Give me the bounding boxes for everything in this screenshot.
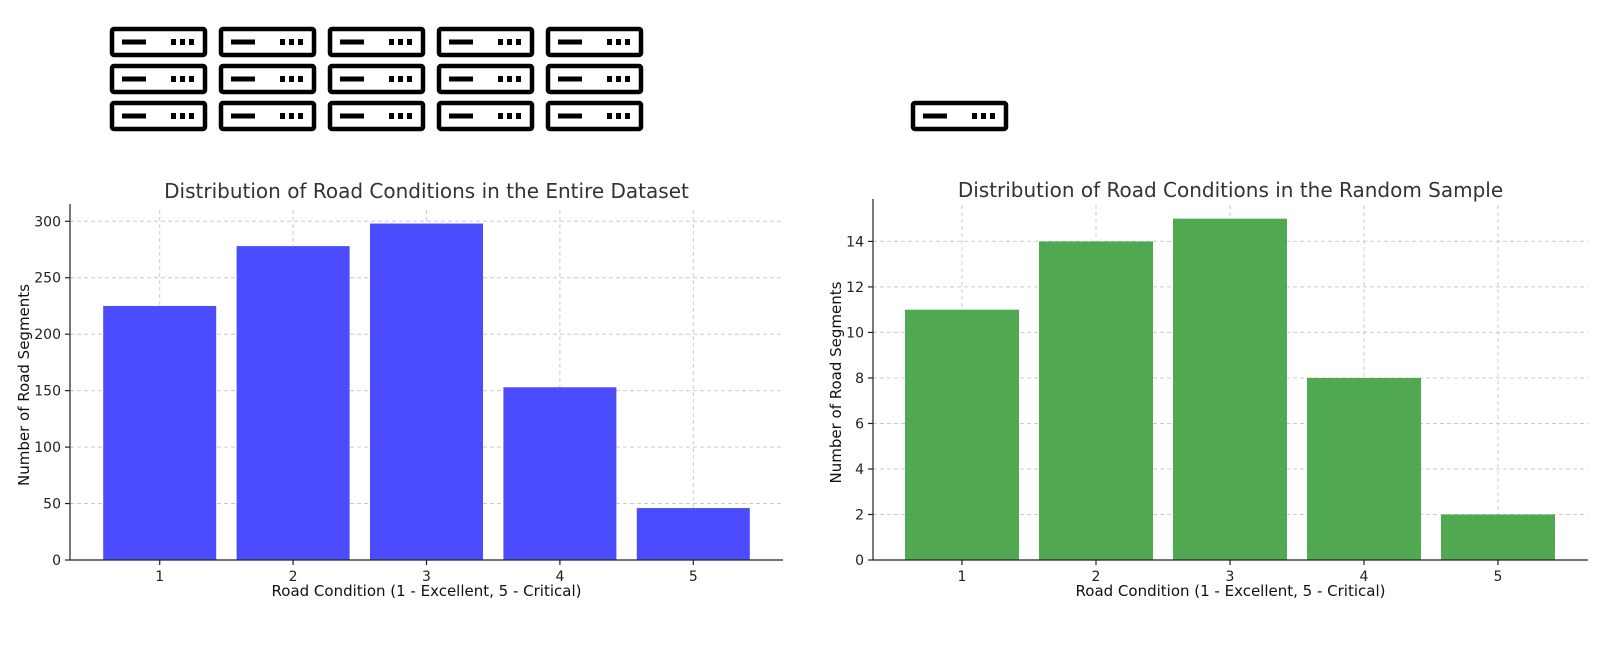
x-tick-label: 5 <box>1494 569 1503 585</box>
x-tick-label: 3 <box>422 569 431 585</box>
x-tick-label: 1 <box>155 569 164 585</box>
bar-3 <box>370 223 483 560</box>
y-tick-label: 4 <box>855 462 864 478</box>
y-tick-label: 300 <box>34 214 61 230</box>
y-tick-label: 14 <box>846 234 864 250</box>
x-tick-label: 3 <box>1226 569 1235 585</box>
server-icon <box>218 26 317 58</box>
server-icon-group-1 <box>109 26 644 132</box>
y-axis-label: Number of Road Segments <box>15 284 33 486</box>
x-tick-label: 2 <box>1092 569 1101 585</box>
server-icon <box>545 100 644 132</box>
y-tick-label: 100 <box>34 440 61 456</box>
y-tick-label: 2 <box>855 507 864 523</box>
y-tick-label: 8 <box>855 371 864 387</box>
y-tick-label: 12 <box>846 280 864 296</box>
y-axis-label: Number of Road Segments <box>827 281 845 483</box>
x-tick-label: 4 <box>1360 569 1369 585</box>
bar-1 <box>905 309 1019 560</box>
y-tick-label: 150 <box>34 384 61 400</box>
server-icon-group-2 <box>910 100 1009 132</box>
bar-4 <box>1307 377 1421 560</box>
chart-title: Distribution of Road Conditions in the R… <box>958 178 1503 202</box>
x-axis-label: Road Condition (1 - Excellent, 5 - Criti… <box>1076 582 1386 600</box>
bar-2 <box>1039 241 1153 560</box>
server-icon <box>109 100 208 132</box>
y-tick-label: 50 <box>43 497 61 513</box>
server-icon <box>327 26 426 58</box>
y-tick-label: 6 <box>855 416 864 432</box>
x-tick-label: 1 <box>958 569 967 585</box>
y-tick-label: 0 <box>52 553 61 569</box>
server-icon <box>109 63 208 95</box>
server-icon <box>436 63 535 95</box>
server-icon <box>545 63 644 95</box>
bars <box>905 218 1555 560</box>
server-icon <box>327 63 426 95</box>
bar-2 <box>236 246 350 560</box>
x-axis-label: Road Condition (1 - Excellent, 5 - Criti… <box>272 582 582 600</box>
bar-5 <box>1441 514 1555 560</box>
server-icon <box>327 100 426 132</box>
server-icon <box>910 100 1009 132</box>
chart-title: Distribution of Road Conditions in the E… <box>164 179 689 203</box>
server-icon <box>109 26 208 58</box>
ticks: 0 50 100 150 200 250 300 1 2 3 4 5 <box>34 214 697 585</box>
server-icon <box>218 63 317 95</box>
y-tick-label: 250 <box>34 271 61 287</box>
y-tick-label: 200 <box>34 327 61 343</box>
x-tick-label: 4 <box>555 569 564 585</box>
x-tick-label: 5 <box>689 569 698 585</box>
server-icon <box>218 100 317 132</box>
bar-1 <box>103 305 217 560</box>
server-icon <box>436 100 535 132</box>
y-tick-label: 0 <box>855 553 864 569</box>
x-tick-label: 2 <box>289 569 298 585</box>
bar-5 <box>636 508 750 560</box>
bar-3 <box>1173 218 1287 560</box>
bar-4 <box>503 387 617 560</box>
y-tick-label: 10 <box>846 325 864 341</box>
server-icon <box>436 26 535 58</box>
chart-entire-dataset: 0 50 100 150 200 250 300 1 2 3 4 5 Distribution of … <box>15 179 783 600</box>
server-icon <box>545 26 644 58</box>
bars <box>103 223 750 560</box>
